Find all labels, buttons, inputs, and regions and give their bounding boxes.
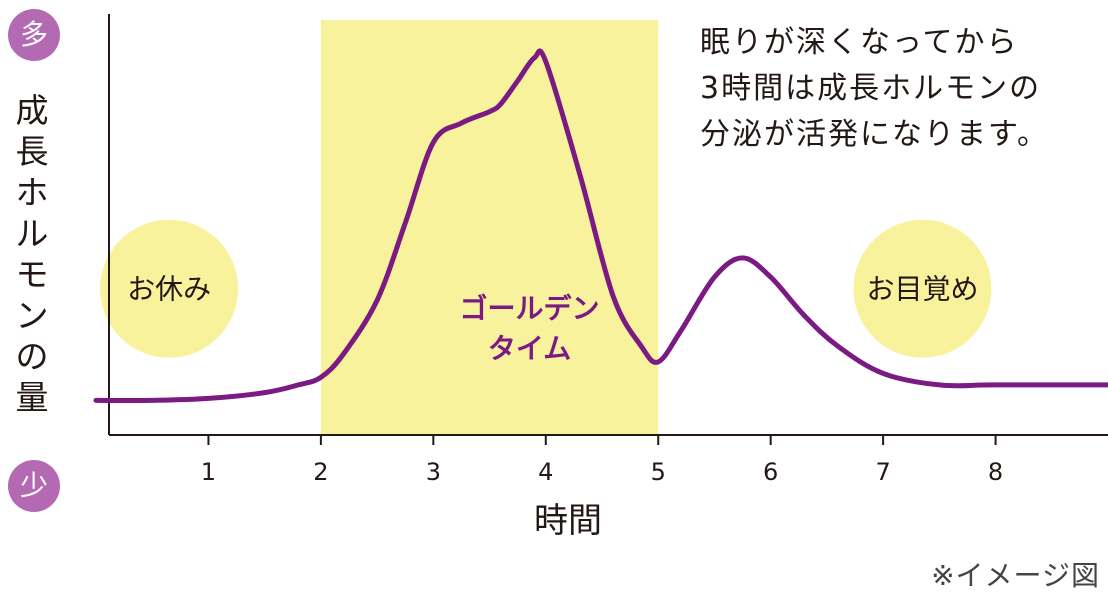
annotation-circle-2 [853, 219, 992, 358]
golden-time-label-line-2: タイム [488, 332, 571, 365]
y-low-badge: 少 [8, 460, 60, 512]
golden-time-band [320, 20, 659, 435]
x-tick-label-3: 3 [426, 458, 441, 486]
x-tick-label-4: 4 [538, 458, 553, 486]
x-tick-label-2: 2 [313, 458, 328, 486]
x-tick-label-1: 1 [201, 458, 216, 486]
annotation-circle-1 [100, 219, 239, 358]
growth-hormone-series-line [93, 48, 1108, 404]
x-tick-label-8: 8 [988, 458, 1003, 486]
y-axis-label: 成長ホルモンの量 [15, 91, 49, 417]
x-axis-label: 時間 [534, 501, 602, 541]
annotation-note: 眠りが深くなってから 3時間は成長ホルモンの 分泌が活発になります。 [700, 25, 1049, 152]
y-high-badge: 多 [8, 9, 60, 61]
x-tick-label-6: 6 [763, 458, 778, 486]
annotation-label-2: お目覚め [866, 273, 978, 306]
x-tick-label-7: 7 [875, 458, 890, 486]
golden-time-label-line-1: ゴールデン [460, 292, 600, 325]
annotation-label-1: お休み [127, 273, 211, 306]
footnote: ※イメージ図 [931, 559, 1100, 592]
x-tick-label-5: 5 [651, 458, 666, 486]
